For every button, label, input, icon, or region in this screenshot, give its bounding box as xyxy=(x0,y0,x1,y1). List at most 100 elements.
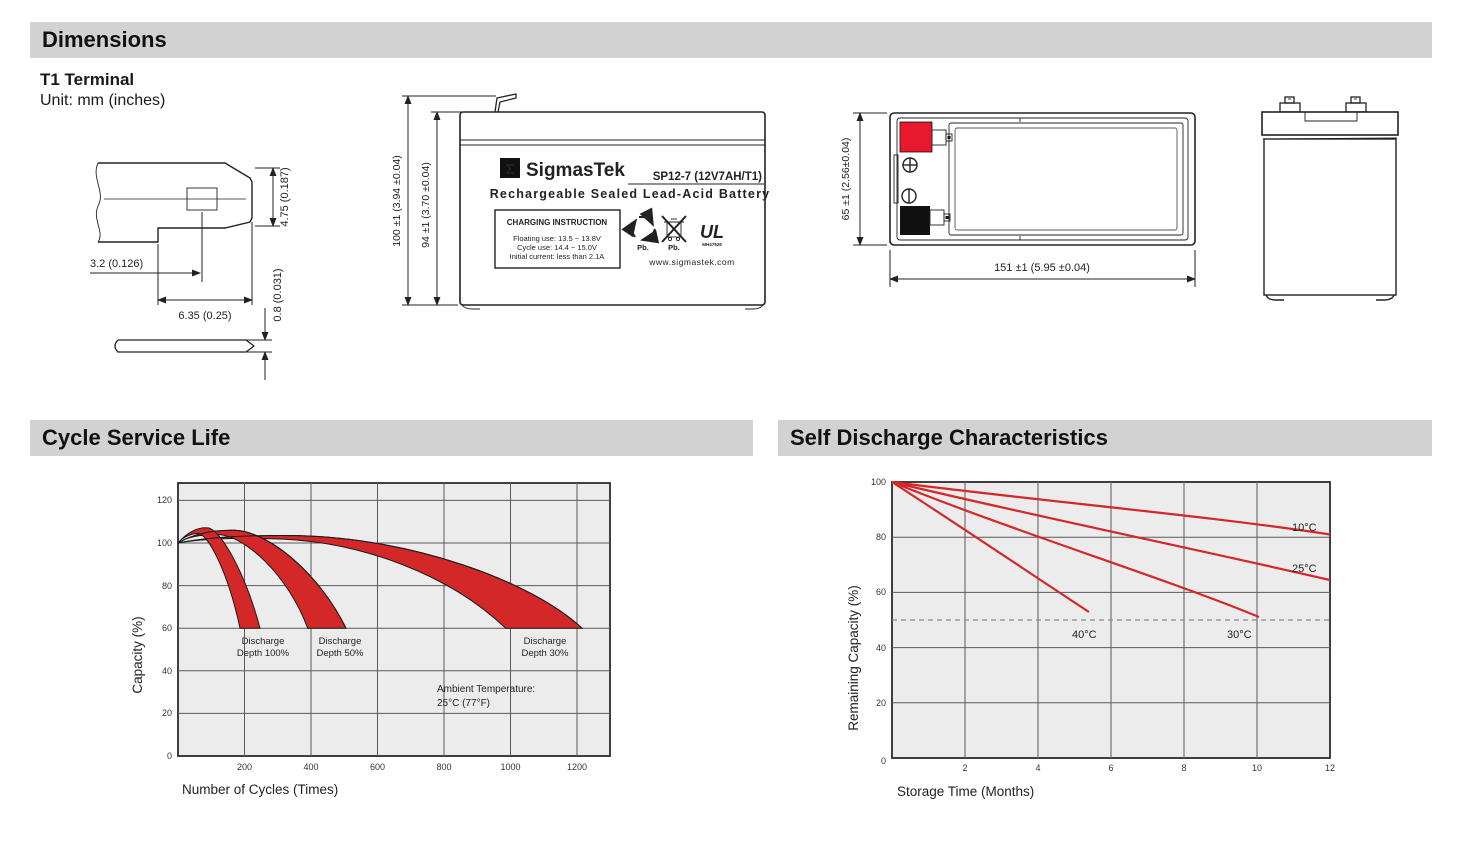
x-tick-label: 10 xyxy=(1252,763,1262,773)
line-10c xyxy=(891,480,1331,536)
y-tick-label: 0 xyxy=(167,751,172,761)
charging-line-3: Initial current: less than 2.1A xyxy=(510,252,605,261)
y-tick-label: 0 xyxy=(881,756,886,766)
weee-bin-icon: Pb. xyxy=(661,215,687,252)
end-lid xyxy=(1261,111,1399,136)
negative-faston-tab xyxy=(929,209,951,226)
battery-case-top xyxy=(889,112,1196,246)
side-rail xyxy=(893,154,899,204)
top-view-drawing: 65 ±1 (2.56±0.04) xyxy=(840,112,1196,287)
y-tick-label: 120 xyxy=(157,495,172,505)
positive-terminal-red xyxy=(899,121,933,153)
brand-logo-icon xyxy=(500,158,520,178)
annotation-depth50: Discharge xyxy=(319,636,362,647)
y-tick-label: 80 xyxy=(162,581,172,591)
dim-label-total-height: 100 ±1 (3.94 ±0.04) xyxy=(391,155,403,247)
battery-subtitle: Rechargeable Sealed Lead-Acid Battery xyxy=(490,187,771,201)
ul-file-number: MH47929 xyxy=(702,242,722,247)
end-terminal-right xyxy=(1345,96,1367,113)
y-axis-title: Remaining Capacity (%) xyxy=(846,585,861,731)
x-tick-label: 200 xyxy=(237,762,252,772)
terminal-plan-outline xyxy=(98,162,253,243)
annotation-depth100: Discharge xyxy=(242,636,285,647)
dim-label-tab-height: 4.75 (0.187) xyxy=(279,167,291,226)
self-discharge-chart: 10°C 25°C 30°C 40°C 100 80 60 40 20 0 2 … xyxy=(846,477,1335,799)
x-tick-label: 6 xyxy=(1108,763,1113,773)
y-tick-label: 60 xyxy=(162,623,172,633)
negative-terminal-black xyxy=(900,206,930,235)
negative-symbol-icon xyxy=(901,188,917,204)
y-tick-label: 100 xyxy=(157,538,172,548)
series-label-40c: 40°C xyxy=(1072,629,1097,641)
section-header-self-discharge: Self Discharge Characteristics xyxy=(778,420,1432,456)
x-tick-label: 800 xyxy=(436,762,451,772)
y-tick-label: 100 xyxy=(871,477,886,487)
x-tick-label: 12 xyxy=(1325,763,1335,773)
case-feet xyxy=(461,304,764,310)
band-depth-100 xyxy=(177,527,261,629)
x-axis-title: Storage Time (Months) xyxy=(897,784,1034,799)
annotation-ambient: 25°C (77°F) xyxy=(437,698,490,709)
dim-label-hole-offset: 3.2 (0.126) xyxy=(90,258,143,270)
section-header-cycle-life: Cycle Service Life xyxy=(30,420,753,456)
positive-symbol-icon xyxy=(902,157,918,173)
end-body xyxy=(1263,138,1397,296)
series-label-25c: 25°C xyxy=(1292,563,1317,575)
x-tick-label: 400 xyxy=(303,762,318,772)
terminal-side-view xyxy=(114,339,256,353)
dim-label-case-height: 94 ±1 (3.70 ±0.04) xyxy=(420,162,432,248)
end-terminal-left xyxy=(1279,96,1301,113)
series-label-10c: 10°C xyxy=(1292,522,1317,534)
line-25c xyxy=(891,480,1331,582)
dim-label-thickness: 0.8 (0.031) xyxy=(272,268,284,321)
x-tick-label: 2 xyxy=(962,763,967,773)
recycle-pb-icon: Pb. xyxy=(621,207,660,252)
x-tick-label: 1200 xyxy=(567,762,587,772)
x-tick-label: 1000 xyxy=(500,762,520,772)
weee-pb-caption: Pb. xyxy=(668,243,680,252)
ul-mark-icon: UL MH47929 xyxy=(700,222,724,247)
brand-name: SigmasTek xyxy=(526,160,625,181)
annotation-ambient: Ambient Temperature: xyxy=(437,684,535,695)
front-view-drawing: 100 ±1 (3.94 ±0.04) 94 ±1 (3.70 ±0.04) Σ… xyxy=(391,93,771,310)
y-tick-label: 40 xyxy=(876,643,886,653)
ul-letters: UL xyxy=(700,222,724,242)
terminal-detail-drawing: 4.75 (0.187) 3.2 (0.126) 6.35 (0.25) 0.8… xyxy=(90,162,291,380)
charging-line-1: Floating use: 13.5 ~ 13.8V xyxy=(513,234,601,243)
model-number: SP12-7 (12V7AH/T1) xyxy=(653,171,762,183)
annotation-depth30: Depth 30% xyxy=(521,648,569,659)
break-line xyxy=(95,162,101,243)
y-tick-label: 40 xyxy=(162,666,172,676)
charging-instruction-box xyxy=(494,209,621,269)
line-40c xyxy=(891,481,1090,613)
annotation-depth50: Depth 50% xyxy=(316,648,364,659)
brand-logo-glyph: Σ xyxy=(505,161,514,178)
end-feet xyxy=(1265,294,1395,301)
x-tick-label: 600 xyxy=(370,762,385,772)
dim-label-tab-width: 6.35 (0.25) xyxy=(178,310,231,322)
envelope-depth-50 xyxy=(177,529,347,629)
recycle-pb-caption: Pb. xyxy=(637,243,649,252)
y-tick-label: 60 xyxy=(876,587,886,597)
unit-note: Unit: mm (inches) xyxy=(40,92,166,109)
line-30c xyxy=(891,480,1260,619)
lid-recess xyxy=(1304,112,1358,122)
y-axis-title: Capacity (%) xyxy=(130,616,145,693)
x-tick-label: 8 xyxy=(1181,763,1186,773)
terminal-edge-view xyxy=(494,93,517,113)
y-tick-label: 80 xyxy=(876,532,886,542)
y-tick-label: 20 xyxy=(876,698,886,708)
positive-faston-tab xyxy=(931,129,953,146)
cycle-service-life-chart: 120 100 80 60 40 20 0 200 400 600 800 10… xyxy=(130,482,611,797)
annotation-depth30: Discharge xyxy=(524,636,567,647)
battery-case-front xyxy=(459,111,766,306)
end-view-drawing xyxy=(1261,96,1399,301)
series-label-30c: 30°C xyxy=(1227,629,1252,641)
website-text: www.sigmastek.com xyxy=(648,257,735,267)
charging-title: CHARGING INSTRUCTION xyxy=(507,218,608,227)
y-tick-label: 20 xyxy=(162,708,172,718)
envelope-depth-30 xyxy=(177,534,583,629)
charging-line-2: Cycle use: 14.4 ~ 15.0V xyxy=(517,243,597,252)
x-axis-title: Number of Cycles (Times) xyxy=(182,782,338,797)
